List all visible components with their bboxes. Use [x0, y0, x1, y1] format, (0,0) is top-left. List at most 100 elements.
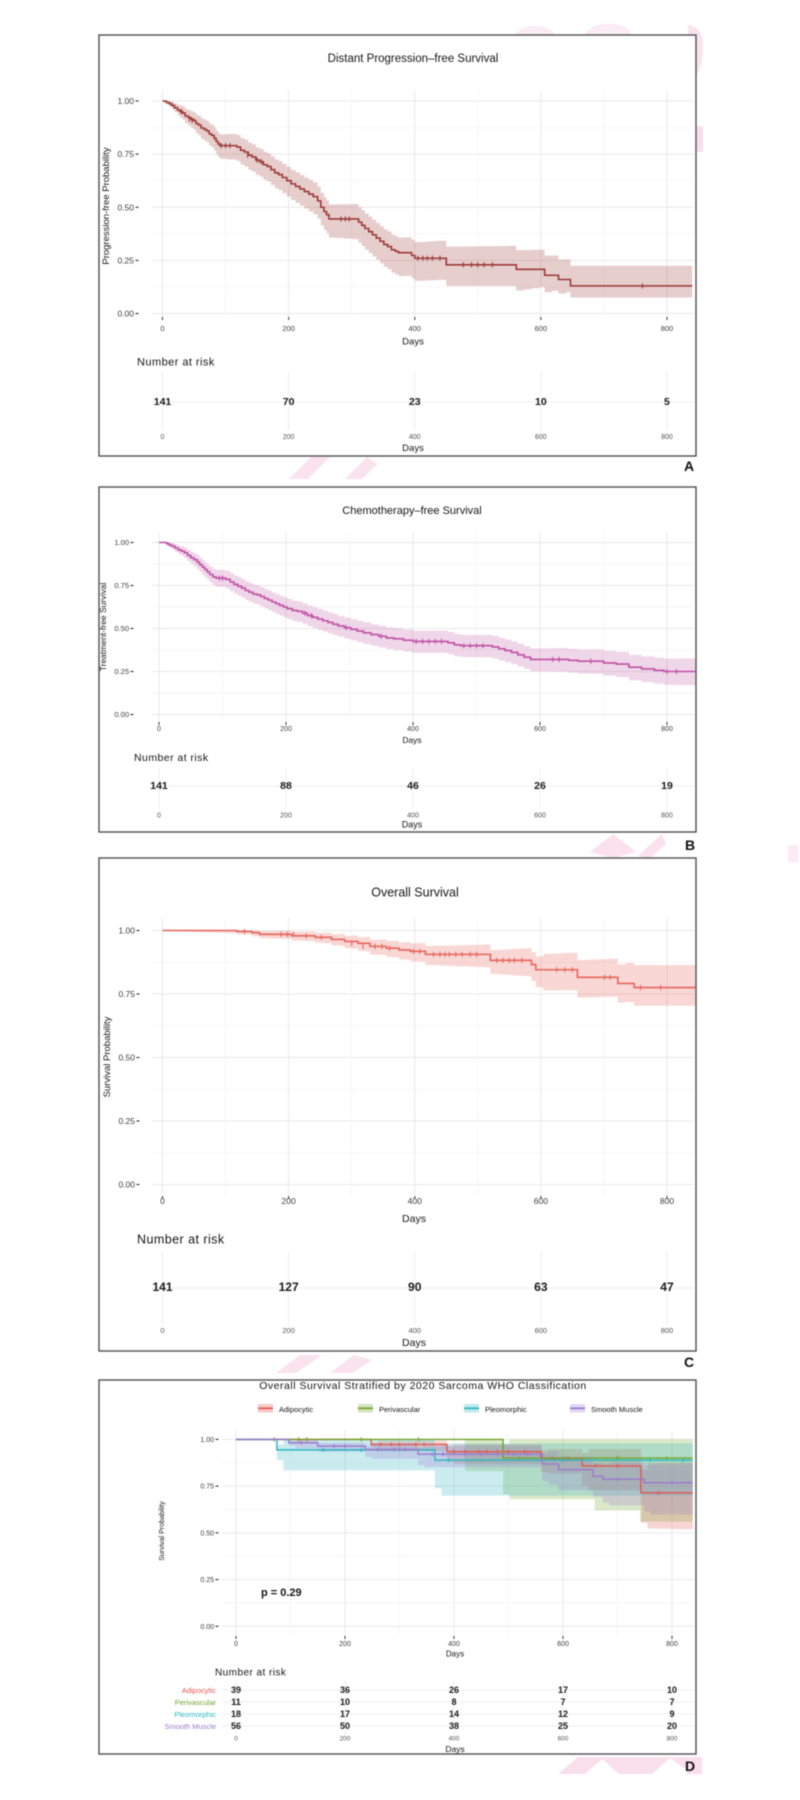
svg-text:0: 0 — [161, 434, 165, 441]
svg-text:400: 400 — [407, 813, 419, 820]
svg-text:90: 90 — [408, 1280, 422, 1294]
svg-text:800: 800 — [666, 1641, 678, 1648]
svg-text:Progression-free Probability: Progression-free Probability — [101, 147, 112, 264]
svg-text:Adipocytic: Adipocytic — [182, 1686, 216, 1695]
svg-text:39: 39 — [231, 1685, 241, 1695]
svg-text:0.25: 0.25 — [114, 667, 129, 676]
svg-text:800: 800 — [661, 324, 674, 333]
svg-text:46: 46 — [407, 780, 419, 792]
svg-text:20: 20 — [667, 1721, 677, 1731]
svg-text:D: D — [685, 1758, 695, 1774]
svg-text:17: 17 — [558, 1685, 568, 1695]
svg-text:0.50: 0.50 — [118, 1053, 135, 1063]
svg-text:63: 63 — [534, 1280, 548, 1294]
svg-text:1.00: 1.00 — [117, 96, 134, 106]
svg-text:Days: Days — [402, 820, 423, 830]
svg-text:7: 7 — [560, 1697, 565, 1707]
svg-text:Survival Probability: Survival Probability — [102, 1016, 113, 1097]
svg-text:Number at risk: Number at risk — [134, 752, 209, 764]
svg-text:0.25: 0.25 — [118, 1116, 135, 1126]
svg-text:26: 26 — [449, 1685, 459, 1695]
svg-text:0: 0 — [234, 1641, 238, 1648]
svg-text:10: 10 — [667, 1685, 677, 1695]
svg-text:Days: Days — [445, 1744, 464, 1754]
svg-text:Distant Progression–free Survi: Distant Progression–free Survival — [328, 53, 499, 65]
svg-text:18: 18 — [231, 1709, 241, 1719]
svg-text:25: 25 — [558, 1721, 568, 1731]
svg-text:0.25: 0.25 — [117, 255, 134, 265]
svg-text:0: 0 — [160, 324, 164, 333]
svg-text:0: 0 — [160, 1326, 164, 1335]
svg-text:600: 600 — [557, 1641, 569, 1648]
svg-text:0.00: 0.00 — [200, 1624, 214, 1631]
svg-text:200: 200 — [282, 1196, 296, 1206]
svg-text:56: 56 — [231, 1721, 241, 1731]
svg-text:Days: Days — [402, 735, 421, 745]
svg-text:0.25: 0.25 — [200, 1577, 214, 1584]
svg-text:Days: Days — [402, 443, 424, 454]
svg-text:50: 50 — [340, 1721, 350, 1731]
svg-text:0.00: 0.00 — [118, 1180, 135, 1190]
svg-text:Pleomorphic: Pleomorphic — [174, 1710, 216, 1719]
svg-text:11: 11 — [231, 1697, 241, 1707]
svg-text:400: 400 — [449, 1736, 460, 1743]
svg-text:7: 7 — [669, 1697, 674, 1707]
svg-text:200: 200 — [282, 1326, 295, 1335]
svg-text:17: 17 — [340, 1709, 350, 1719]
svg-text:600: 600 — [558, 1736, 569, 1743]
svg-text:38: 38 — [449, 1721, 459, 1731]
svg-text:400: 400 — [407, 726, 419, 733]
svg-text:200: 200 — [339, 1641, 351, 1648]
svg-text:0.75: 0.75 — [118, 989, 135, 999]
svg-text:0.50: 0.50 — [114, 624, 129, 633]
svg-text:0.75: 0.75 — [117, 149, 134, 159]
svg-text:Overall Survival: Overall Survival — [371, 886, 459, 900]
svg-text:12: 12 — [558, 1709, 568, 1719]
svg-text:400: 400 — [408, 1326, 421, 1335]
svg-text:0: 0 — [234, 1736, 238, 1743]
svg-text:200: 200 — [340, 1736, 351, 1743]
svg-text:141: 141 — [150, 780, 168, 792]
svg-text:600: 600 — [535, 1326, 548, 1335]
svg-text:Number at risk: Number at risk — [215, 1668, 287, 1679]
svg-text:0.75: 0.75 — [114, 581, 129, 590]
svg-text:Days: Days — [402, 1337, 426, 1349]
svg-text:Smooth Muscle: Smooth Muscle — [164, 1722, 216, 1731]
svg-text:800: 800 — [661, 1326, 674, 1335]
svg-text:800: 800 — [661, 813, 673, 820]
svg-text:19: 19 — [661, 780, 673, 792]
svg-text:1.00: 1.00 — [114, 538, 129, 547]
svg-text:Perivascular: Perivascular — [379, 1405, 421, 1414]
svg-text:Chemotherapy–free Survival: Chemotherapy–free Survival — [342, 505, 481, 517]
svg-text:C: C — [684, 1354, 694, 1370]
svg-text:800: 800 — [661, 434, 673, 441]
svg-text:600: 600 — [534, 813, 546, 820]
svg-text:70: 70 — [283, 396, 295, 408]
svg-text:800: 800 — [661, 726, 673, 733]
svg-text:14: 14 — [449, 1709, 459, 1719]
svg-text:Treatment-free Survival: Treatment-free Survival — [98, 583, 108, 672]
svg-text:400: 400 — [408, 324, 421, 333]
svg-text:0: 0 — [157, 813, 161, 820]
svg-text:200: 200 — [283, 434, 295, 441]
svg-text:1.00: 1.00 — [200, 1437, 214, 1444]
svg-text:Overall Survival Stratified by: Overall Survival Stratified by 2020 Sarc… — [259, 1380, 586, 1392]
svg-text:200: 200 — [280, 813, 292, 820]
svg-text:600: 600 — [535, 324, 548, 333]
svg-text:Perivascular: Perivascular — [175, 1698, 217, 1707]
svg-text:10: 10 — [340, 1697, 350, 1707]
svg-text:Adipocytic: Adipocytic — [279, 1405, 313, 1414]
svg-text:Days: Days — [446, 1650, 464, 1659]
svg-text:23: 23 — [409, 396, 421, 408]
svg-text:Days: Days — [402, 1213, 426, 1225]
svg-text:36: 36 — [340, 1685, 350, 1695]
svg-text:88: 88 — [280, 780, 292, 792]
svg-text:Pleomorphic: Pleomorphic — [485, 1405, 527, 1414]
svg-text:47: 47 — [660, 1280, 674, 1294]
svg-text:0: 0 — [160, 1196, 165, 1206]
svg-text:p = 0.29: p = 0.29 — [261, 1587, 302, 1599]
svg-text:0.00: 0.00 — [114, 710, 129, 719]
svg-text:9: 9 — [669, 1709, 674, 1719]
svg-text:200: 200 — [280, 726, 292, 733]
svg-text:200: 200 — [282, 324, 295, 333]
